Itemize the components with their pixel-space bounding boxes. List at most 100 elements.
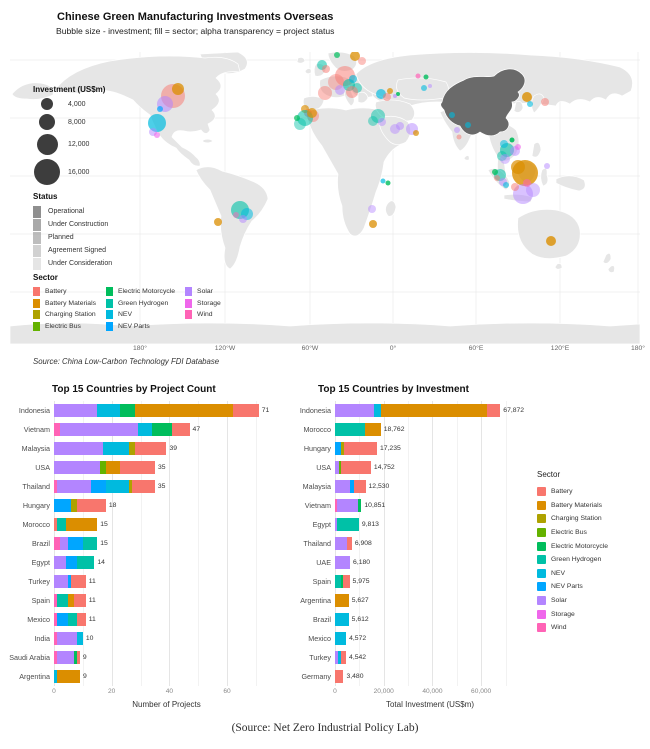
country-label: Spain	[31, 596, 50, 605]
status-swatch	[33, 257, 41, 270]
bar-segment	[68, 537, 83, 550]
bar-value-label: 11	[88, 597, 96, 604]
bar-segment	[54, 632, 57, 645]
sector-legend-item: Storage	[185, 298, 221, 310]
chart-row: Mexico 11	[27, 610, 279, 629]
bar-segment	[105, 461, 121, 474]
gridline	[456, 401, 458, 686]
bar-segment	[335, 537, 347, 550]
investment-bubble	[527, 101, 533, 107]
sector-swatch	[537, 596, 546, 606]
country-label: Egypt	[312, 520, 331, 529]
bar-segment	[56, 480, 92, 493]
legend-sector-map-wrap: Sector Battery Battery Materials Charging …	[33, 273, 221, 332]
chart-row: Malaysia 12,530	[303, 477, 525, 496]
investment-bubble	[456, 134, 462, 140]
sector-label: Wind	[197, 311, 213, 319]
bar-track: 35	[54, 461, 279, 474]
bar-segment	[365, 423, 381, 436]
sector-label: NEV Parts	[551, 583, 583, 591]
axis-tick-label: 60,000	[471, 688, 492, 695]
investment-bubble	[233, 212, 239, 218]
country-label: Spain	[312, 577, 331, 586]
bar-track: 71	[54, 404, 279, 417]
bar-value-label: 15	[100, 521, 108, 528]
investment-legend-item: 16,000	[33, 159, 105, 185]
country-label: Brazil	[32, 539, 50, 548]
bar-value-label: 15	[100, 540, 108, 547]
sector-swatch	[106, 287, 113, 297]
investment-bubble	[393, 94, 397, 98]
figure-caption: (Source: Net Zero Industrial Policy Lab)	[231, 722, 419, 734]
country-label: Indonesia	[18, 406, 50, 415]
investment-bubble	[385, 180, 391, 186]
status-legend-item: Operational	[33, 205, 112, 218]
bar-segment	[71, 499, 78, 512]
sector-swatch	[537, 500, 546, 510]
chart-row: Egypt 14	[32, 553, 279, 572]
map-axis-tick: 60°W	[301, 345, 319, 352]
investment-bubble	[515, 144, 521, 150]
bar-track: 4,542	[335, 651, 525, 664]
map-axis-tick: 0°	[389, 345, 397, 352]
sector-label: Electric Bus	[551, 529, 587, 537]
sector-label: Electric Motorcycle	[551, 542, 609, 550]
sector-label: Green Hydrogen	[118, 299, 169, 307]
axis-tick-label: 40	[165, 688, 174, 695]
sector-side-legend-title: Sector	[537, 470, 561, 479]
chart-row: Malaysia 39	[22, 439, 279, 458]
bar-value-label: 9	[82, 654, 87, 661]
gridline	[198, 401, 200, 686]
map-title: Chinese Green Manufacturing Investments …	[57, 11, 334, 23]
investment-bubble	[526, 183, 540, 197]
gridline	[140, 401, 142, 686]
chart-project-count: Top 15 Countries by Project Count Indone…	[2, 384, 292, 709]
chart-row: UAE 6,180	[316, 553, 525, 572]
sector-swatch	[537, 555, 546, 565]
country-label: Hungary	[303, 444, 331, 453]
bar-track: 11	[54, 575, 279, 588]
bar-value-label: 6,908	[354, 540, 372, 547]
bar-segment	[335, 480, 351, 493]
map-axis-tick: 120°W	[214, 345, 236, 352]
bar-value-label: 71	[261, 407, 270, 414]
status-label: Agreement Signed	[48, 247, 106, 254]
bar-track: 12,530	[335, 480, 525, 493]
investment-bubble	[371, 109, 385, 123]
sector-label: Storage	[551, 610, 575, 618]
world-map-svg	[10, 52, 640, 344]
bar-segment	[128, 442, 135, 455]
gridline	[432, 401, 434, 686]
bar-track: 9	[54, 651, 279, 664]
investment-bubble	[346, 86, 358, 98]
sector-legend-item: Solar	[537, 594, 608, 608]
investment-bubble	[368, 205, 376, 213]
investment-bubble	[368, 116, 378, 126]
investment-bubble	[449, 112, 455, 118]
size-circle	[39, 114, 55, 130]
sector-legend-item: Battery	[33, 286, 96, 298]
sector-swatch	[33, 310, 40, 320]
bar-segment	[59, 423, 138, 436]
investment-bubble	[503, 182, 509, 188]
bar-segment	[358, 499, 362, 512]
bar-track: 10	[54, 632, 279, 645]
sector-label: NEV	[551, 569, 565, 577]
bar-segment	[65, 556, 78, 569]
axis-tick-label: 20	[108, 688, 116, 695]
legend-sector-title: Sector	[33, 273, 58, 282]
bar-segment	[54, 461, 101, 474]
investment-bubble	[239, 215, 247, 223]
bar-segment	[54, 556, 66, 569]
sector-swatch	[185, 287, 193, 297]
size-circle	[41, 98, 53, 110]
bar-value-label: 5,627	[351, 597, 369, 604]
chart-row: USA 14,752	[316, 458, 525, 477]
investment-bubble	[494, 175, 500, 181]
chart-row: Turkey 4,542	[309, 648, 525, 667]
bar-value-label: 10,851	[364, 502, 386, 509]
status-legend-item: Agreement Signed	[33, 244, 112, 257]
country-label: Egypt	[31, 558, 50, 567]
bar-segment	[77, 632, 83, 645]
investment-bubble	[214, 218, 222, 226]
